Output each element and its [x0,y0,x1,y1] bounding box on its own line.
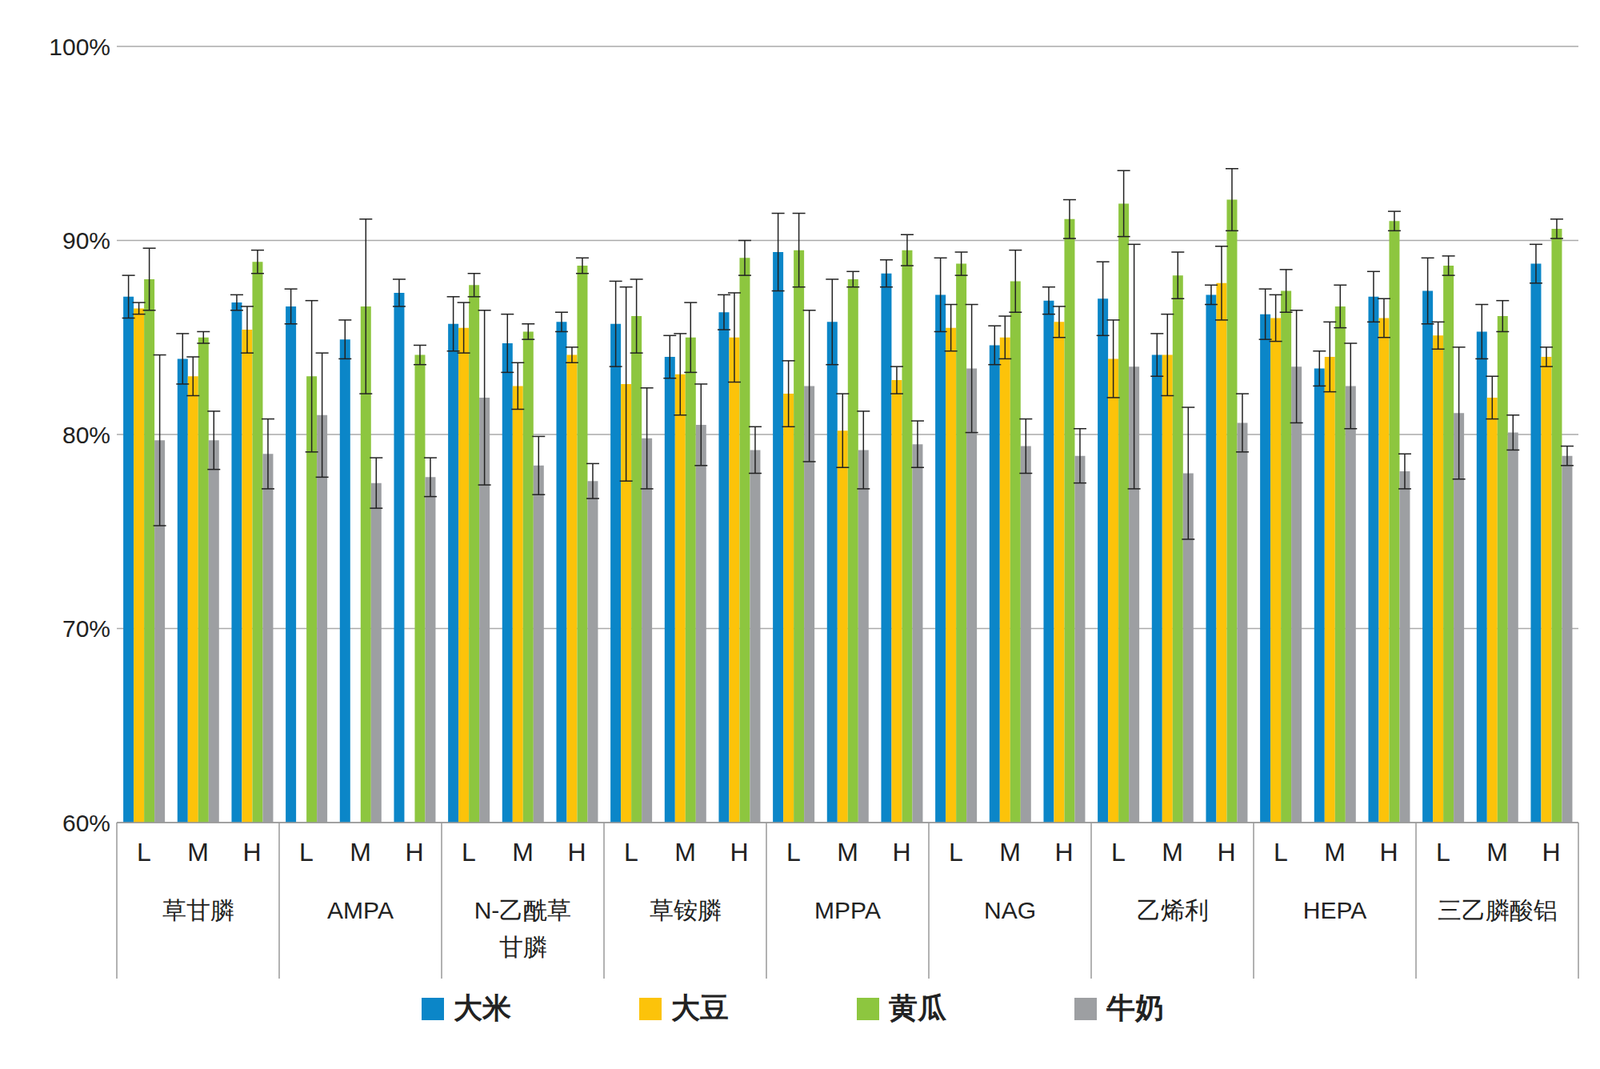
svg-text:草甘膦: 草甘膦 [162,896,235,924]
html-text:大豆: 大豆 [670,991,729,1024]
svg-text:M: M [836,837,859,867]
svg-text:90%: 90% [62,227,111,254]
svg-text:80%: 80% [62,421,111,448]
html-text:黄瓜: 黄瓜 [888,991,946,1024]
svg-text:H: H [892,837,912,867]
svg-text:H: H [1380,837,1399,867]
svg-text:H: H [243,837,262,867]
svg-text:L: L [786,837,801,867]
svg-text:AMPA: AMPA [327,896,394,924]
svg-text:H: H [405,837,424,867]
svg-text:M: M [999,837,1021,867]
svg-text:M: M [349,837,372,867]
svg-text:H: H [730,837,749,867]
svg-text:H: H [568,837,587,867]
svg-text:H: H [1542,837,1561,867]
svg-text:M: M [512,837,534,867]
html-text:大米: 大米 [453,991,511,1024]
svg-text:L: L [948,837,964,867]
svg-text:L: L [1111,837,1126,867]
svg-text:H: H [1217,837,1236,867]
svg-text:三乙膦酸铝: 三乙膦酸铝 [1437,896,1558,924]
svg-text:M: M [1486,837,1508,867]
svg-text:甘膦: 甘膦 [499,933,548,960]
svg-text:草铵膦: 草铵膦 [649,896,722,924]
html-text:牛奶: 牛奶 [1106,991,1164,1024]
svg-text:M: M [674,837,696,867]
svg-text:乙烯利: 乙烯利 [1136,896,1209,924]
svg-text:H: H [1055,837,1074,867]
svg-text:MPPA: MPPA [814,896,881,924]
svg-text:HEPA: HEPA [1303,896,1367,924]
svg-text:L: L [461,837,476,867]
svg-text:100%: 100% [48,33,111,60]
svg-text:N-乙酰草: N-乙酰草 [474,896,572,924]
svg-text:M: M [1324,837,1346,867]
svg-text:L: L [299,837,314,867]
svg-text:NAG: NAG [984,896,1036,924]
svg-text:L: L [1273,837,1288,867]
svg-text:60%: 60% [62,809,111,836]
svg-text:L: L [1436,837,1451,867]
svg-text:M: M [1161,837,1184,867]
svg-text:70%: 70% [62,615,111,642]
svg-text:L: L [624,837,639,867]
svg-text:L: L [136,837,152,867]
svg-text:M: M [187,837,209,867]
